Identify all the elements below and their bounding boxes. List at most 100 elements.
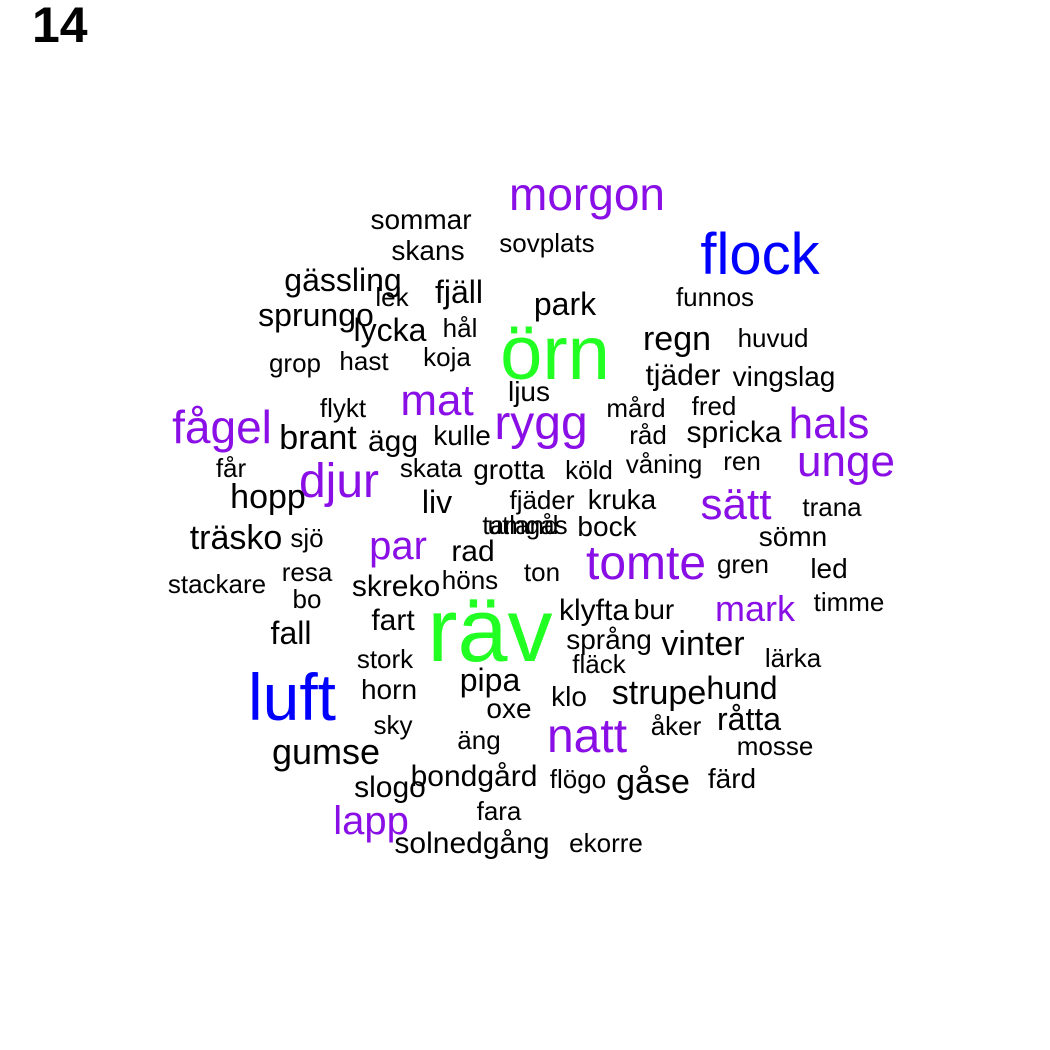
cloud-word: led	[810, 553, 848, 584]
cloud-word: utland	[487, 510, 559, 540]
cloud-word: fall	[270, 615, 312, 651]
cloud-word: lycka	[353, 312, 427, 348]
cloud-word: skata	[399, 453, 463, 483]
cloud-word: solnedgång	[394, 827, 550, 860]
cloud-word: par	[369, 524, 427, 568]
cloud-word: morgon	[509, 168, 665, 220]
cloud-word: gåse	[616, 763, 690, 801]
cloud-word: djur	[298, 455, 380, 508]
cloud-word: sovplats	[499, 228, 595, 258]
cloud-word: sjö	[290, 523, 324, 553]
cloud-word: sprungo	[258, 297, 374, 333]
cloud-word: fred	[691, 391, 737, 421]
cloud-word: tomte	[585, 537, 707, 590]
cloud-word: hund	[706, 670, 778, 706]
cloud-word: fläck	[572, 649, 626, 679]
cloud-word: hals	[788, 399, 870, 448]
cloud-word: oxe	[486, 693, 532, 724]
cloud-word: hast	[339, 346, 389, 376]
cloud-word: resa	[281, 557, 333, 587]
cloud-word: lärka	[764, 643, 822, 673]
cloud-word: klyfta	[558, 594, 630, 627]
cloud-word: timme	[813, 587, 885, 617]
cloud-word: träsko	[189, 519, 283, 557]
cloud-word: skans	[391, 235, 465, 266]
cloud-word: tjäder	[645, 359, 721, 392]
cloud-word: fart	[371, 604, 415, 637]
cloud-word: kulle	[433, 420, 491, 451]
cloud-word: sömn	[758, 521, 828, 552]
cloud-word: spricka	[686, 416, 782, 449]
cloud-word: huvud	[737, 323, 809, 353]
panel-number: 14	[32, 0, 88, 53]
cloud-word: grotta	[473, 454, 545, 485]
cloud-word: ren	[723, 446, 761, 476]
cloud-word: gässling	[284, 262, 402, 298]
cloud-word: trana	[802, 492, 862, 522]
cloud-word: fjäll	[434, 274, 484, 310]
cloud-word: flykt	[319, 393, 367, 423]
cloud-word: stork	[356, 644, 414, 674]
cloud-word: funnos	[675, 282, 755, 312]
cloud-word: natt	[546, 710, 628, 763]
cloud-word: bo	[292, 584, 322, 614]
cloud-word: sky	[373, 710, 413, 740]
cloud-word: hål	[442, 313, 478, 343]
cloud-word: ljus	[507, 376, 551, 407]
cloud-word: gren	[716, 549, 770, 579]
cloud-word: bondgård	[410, 760, 538, 793]
cloud-word: färd	[707, 763, 757, 794]
cloud-word: koja	[423, 342, 471, 372]
cloud-word: stackare	[167, 569, 267, 599]
cloud-word: skreko	[351, 570, 441, 603]
cloud-word: sätt	[700, 480, 772, 529]
cloud-word: park	[533, 286, 597, 322]
cloud-word: höns	[441, 565, 499, 595]
cloud-word: slogo	[354, 771, 426, 804]
cloud-word: kruka	[587, 484, 657, 515]
cloud-word: åker	[650, 711, 702, 741]
cloud-word: våning	[625, 449, 703, 479]
cloud-word: horn	[360, 674, 418, 705]
cloud-word: rad	[451, 535, 495, 568]
cloud-word: bur	[633, 594, 675, 625]
cloud-word: fjäder	[509, 485, 575, 515]
cloud-word: mosse	[736, 731, 814, 761]
cloud-word: ton	[523, 557, 561, 587]
cloud-word: regn	[642, 320, 712, 358]
cloud-word: flögo	[549, 764, 607, 794]
cloud-word: mård	[606, 393, 666, 423]
cloud-word: strupe	[611, 674, 707, 712]
cloud-word: sommar	[370, 204, 472, 235]
cloud-word: bock	[577, 511, 637, 542]
cloud-word: tamgås	[482, 510, 568, 540]
cloud-word: hopp	[230, 478, 306, 516]
cloud-word: vingslag	[732, 361, 836, 392]
cloud-word: får	[215, 453, 247, 483]
cloud-word: rygg	[494, 397, 588, 450]
cloud-word: ekorre	[569, 828, 643, 858]
cloud-word: lapp	[333, 799, 409, 843]
cloud-word: råd	[629, 420, 667, 450]
cloud-word: äng	[457, 725, 501, 755]
cloud-word: råtta	[716, 701, 782, 737]
cloud-word: gumse	[271, 731, 381, 772]
cloud-word: vinter	[661, 625, 745, 663]
cloud-word: språng	[566, 624, 652, 655]
cloud-word: ägg	[367, 425, 419, 458]
cloud-word: klo	[551, 681, 587, 712]
cloud-word: unge	[797, 437, 895, 486]
cloud-word: pipa	[459, 662, 521, 698]
cloud-word: liv	[421, 484, 453, 520]
cloud-word: fågel	[172, 401, 272, 453]
cloud-word: flock	[700, 222, 820, 287]
cloud-word: fara	[476, 796, 522, 826]
cloud-word: örn	[500, 311, 610, 396]
cloud-word: lek	[375, 282, 409, 312]
cloud-word: luft	[247, 660, 337, 734]
cloud-word: mat	[400, 376, 474, 425]
cloud-word: räv	[427, 581, 553, 681]
cloud-word: köld	[565, 455, 613, 485]
cloud-word: mark	[715, 588, 795, 629]
